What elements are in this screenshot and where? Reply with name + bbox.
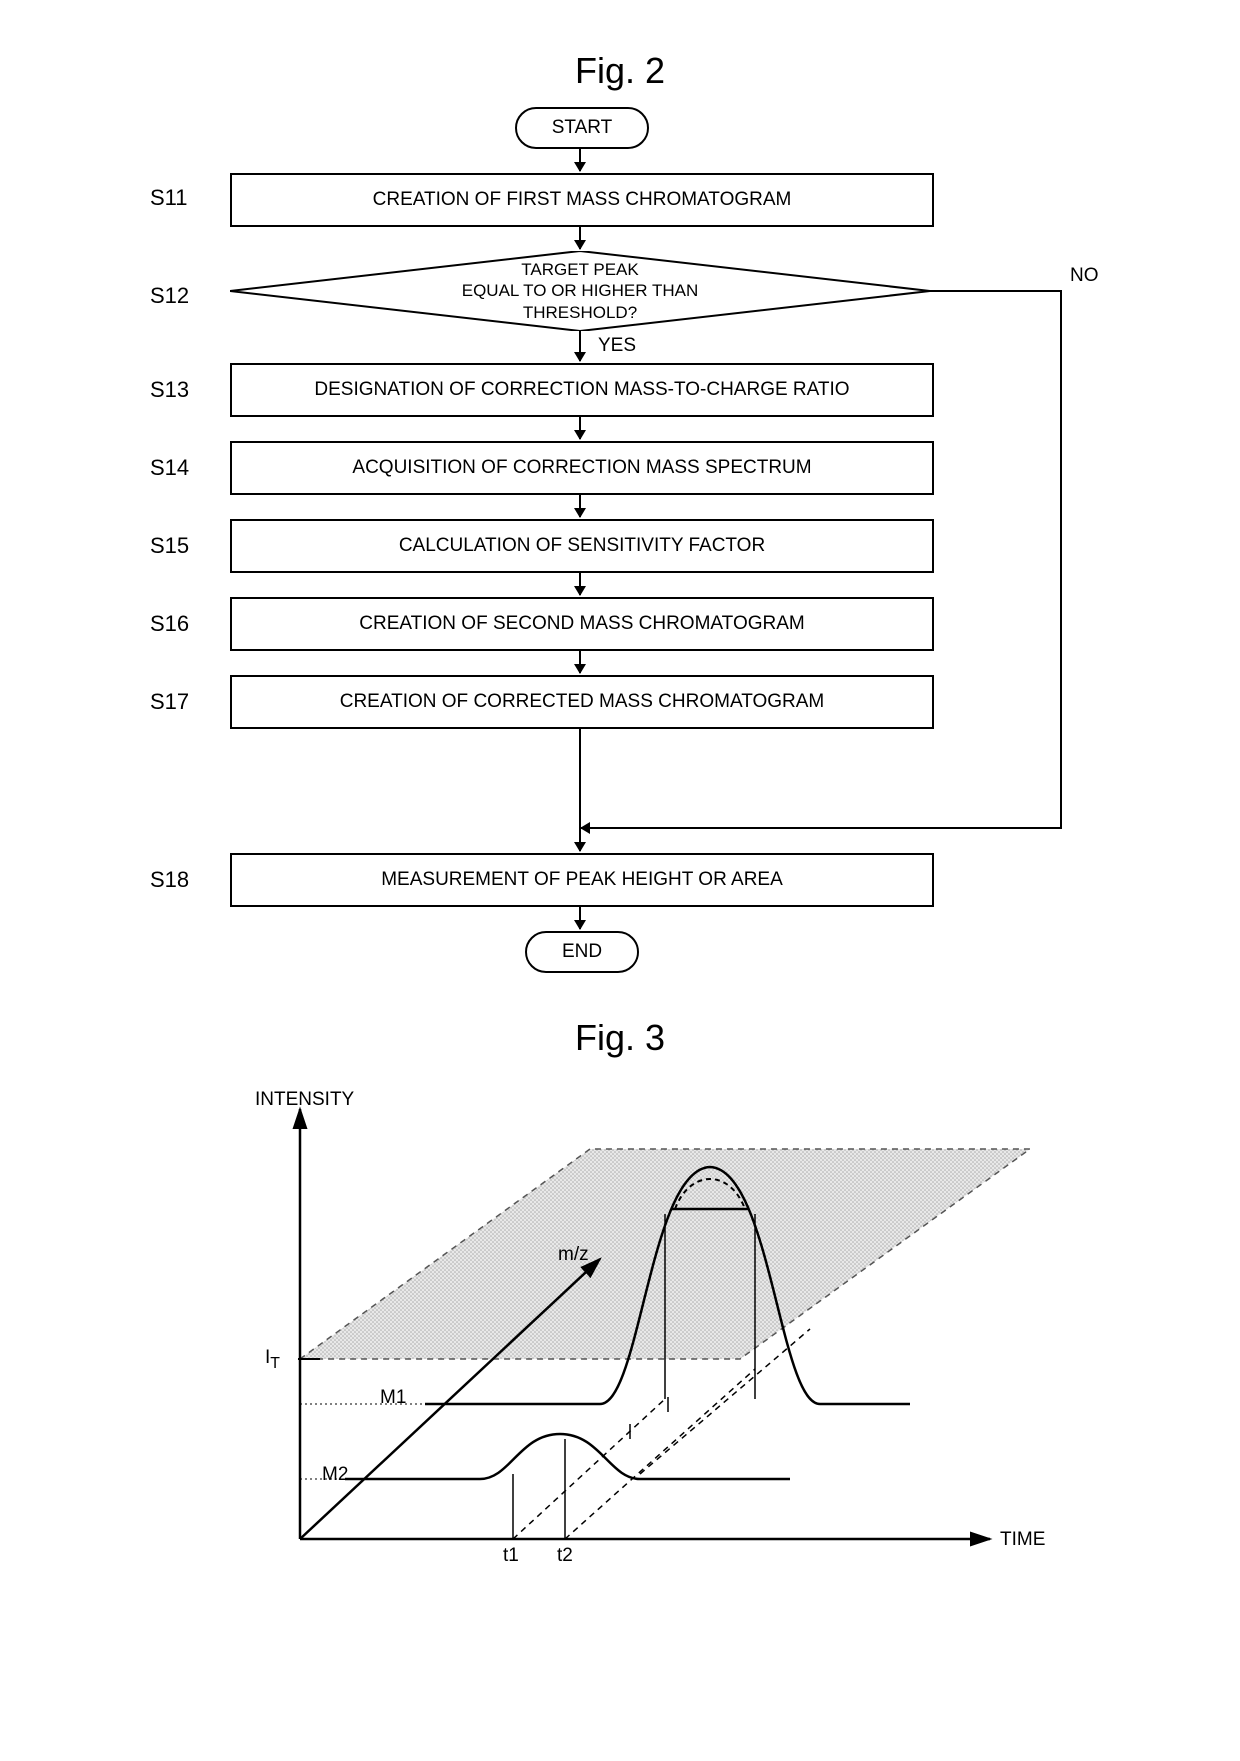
step-s16: CREATION OF SECOND MASS CHROMATOGRAM — [230, 597, 934, 651]
it-label: IT — [265, 1347, 280, 1373]
label-s15: S15 — [150, 533, 189, 559]
fig3-graph: INTENSITY TIME m/z IT M1 M2 t1 t2 — [170, 1079, 1070, 1599]
m2-label: M2 — [322, 1464, 348, 1486]
label-s13: S13 — [150, 377, 189, 403]
step-s18: MEASUREMENT OF PEAK HEIGHT OR AREA — [230, 853, 934, 907]
arrow-s17-s18 — [579, 727, 581, 851]
step-s17: CREATION OF CORRECTED MASS CHROMATOGRAM — [230, 675, 934, 729]
step-s13: DESIGNATION OF CORRECTION MASS-TO-CHARGE… — [230, 363, 934, 417]
fig2-title: Fig. 2 — [40, 50, 1200, 92]
start-terminal: START — [515, 107, 649, 149]
label-s16: S16 — [150, 611, 189, 637]
label-s11: S11 — [150, 185, 188, 211]
arrow-s11-s12 — [579, 225, 581, 249]
arrow-s14-s15 — [579, 493, 581, 517]
yes-label: YES — [598, 335, 636, 357]
label-s18: S18 — [150, 867, 189, 893]
arrow-s15-s16 — [579, 571, 581, 595]
step-s11: CREATION OF FIRST MASS CHROMATOGRAM — [230, 173, 934, 227]
label-s14: S14 — [150, 455, 189, 481]
no-label: NO — [1070, 265, 1099, 287]
zaxis-label: m/z — [558, 1244, 589, 1266]
fig3-title: Fig. 3 — [40, 1017, 1200, 1059]
arrow-s18-end — [579, 905, 581, 929]
label-s12: S12 — [150, 283, 189, 309]
label-s17: S17 — [150, 689, 189, 715]
t2-label: t2 — [557, 1545, 573, 1567]
no-line-v — [1060, 290, 1062, 827]
no-arrowhead — [580, 822, 590, 834]
xaxis-label: TIME — [1000, 1529, 1045, 1551]
flowchart-fig2: START S11 CREATION OF FIRST MASS CHROMAT… — [120, 107, 1120, 1007]
arrow-start-s11 — [579, 147, 581, 171]
s12-text: TARGET PEAKEQUAL TO OR HIGHER THANTHRESH… — [450, 259, 710, 323]
m1-label: M1 — [380, 1387, 406, 1409]
arrow-s13-s14 — [579, 415, 581, 439]
step-s15: CALCULATION OF SENSITIVITY FACTOR — [230, 519, 934, 573]
step-s14: ACQUISITION OF CORRECTION MASS SPECTRUM — [230, 441, 934, 495]
no-line-h2 — [580, 827, 1062, 829]
arrow-s16-s17 — [579, 649, 581, 673]
no-line-h1 — [930, 290, 1060, 292]
t1-label: t1 — [503, 1545, 519, 1567]
arrow-s12-s13 — [579, 331, 581, 361]
yaxis-label: INTENSITY — [255, 1089, 354, 1111]
end-terminal: END — [525, 931, 639, 973]
